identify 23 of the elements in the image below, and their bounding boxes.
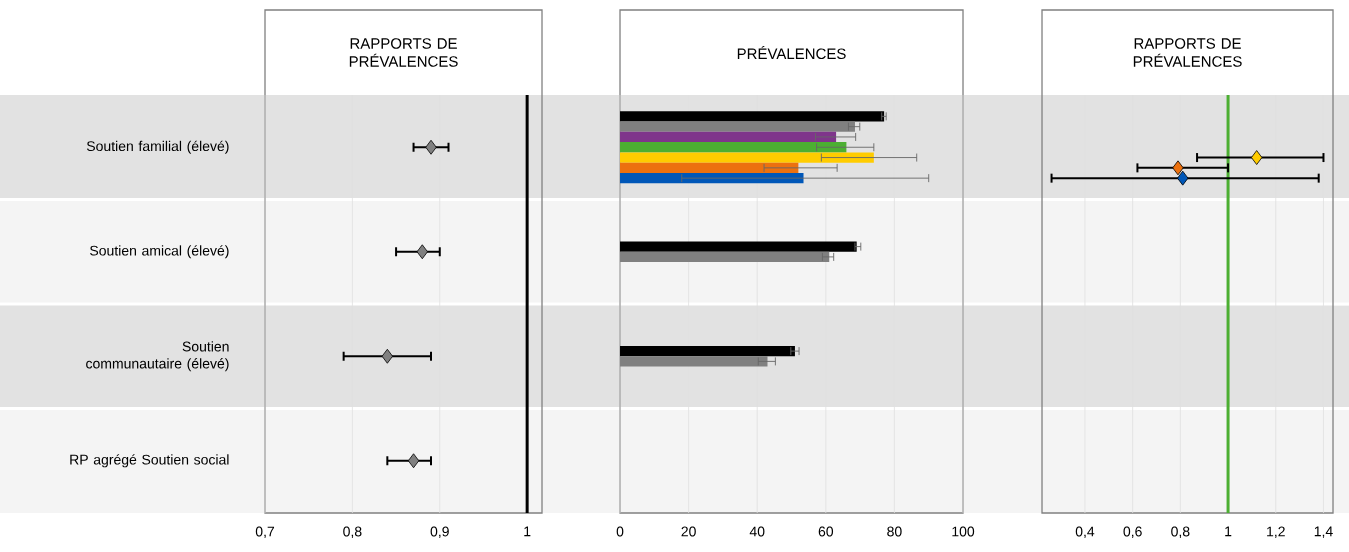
x-tick-label: 80 [887, 526, 902, 537]
x-tick-label: 0 [616, 526, 624, 537]
y-tick-label: Soutien familial (élevé) [86, 140, 229, 154]
y-tick-label: Soutien amical (élevé) [90, 245, 229, 259]
y-tick-label: RP agrégé Soutien social [70, 454, 229, 468]
x-tick-label: 0,7 [255, 526, 275, 539]
x-tick-label: 1 [1225, 526, 1232, 537]
x-tick-label: 1 [524, 526, 531, 537]
x-tick-label: 40 [749, 526, 765, 537]
chart-title: PRÉVALENCES [737, 45, 846, 60]
x-tick-label: 0,9 [430, 526, 449, 539]
x-tick-label: 100 [952, 526, 975, 537]
chart-title: RAPPORTS DE PRÉVALENCES [1133, 38, 1242, 67]
x-tick-label: 0,6 [1123, 526, 1142, 539]
chart-title: RAPPORTS DE PRÉVALENCES [349, 38, 458, 67]
x-tick-label: 1,4 [1314, 526, 1333, 538]
x-tick-label: 0,4 [1075, 526, 1095, 539]
x-tick-label: 1,2 [1267, 526, 1285, 539]
x-tick-label: 60 [818, 526, 834, 537]
y-tick-label: Soutien communautaire (élevé) [86, 341, 229, 372]
x-tick-label: 0,8 [343, 526, 362, 539]
x-tick-label: 0,8 [1171, 526, 1190, 539]
x-tick-label: 20 [681, 526, 696, 537]
